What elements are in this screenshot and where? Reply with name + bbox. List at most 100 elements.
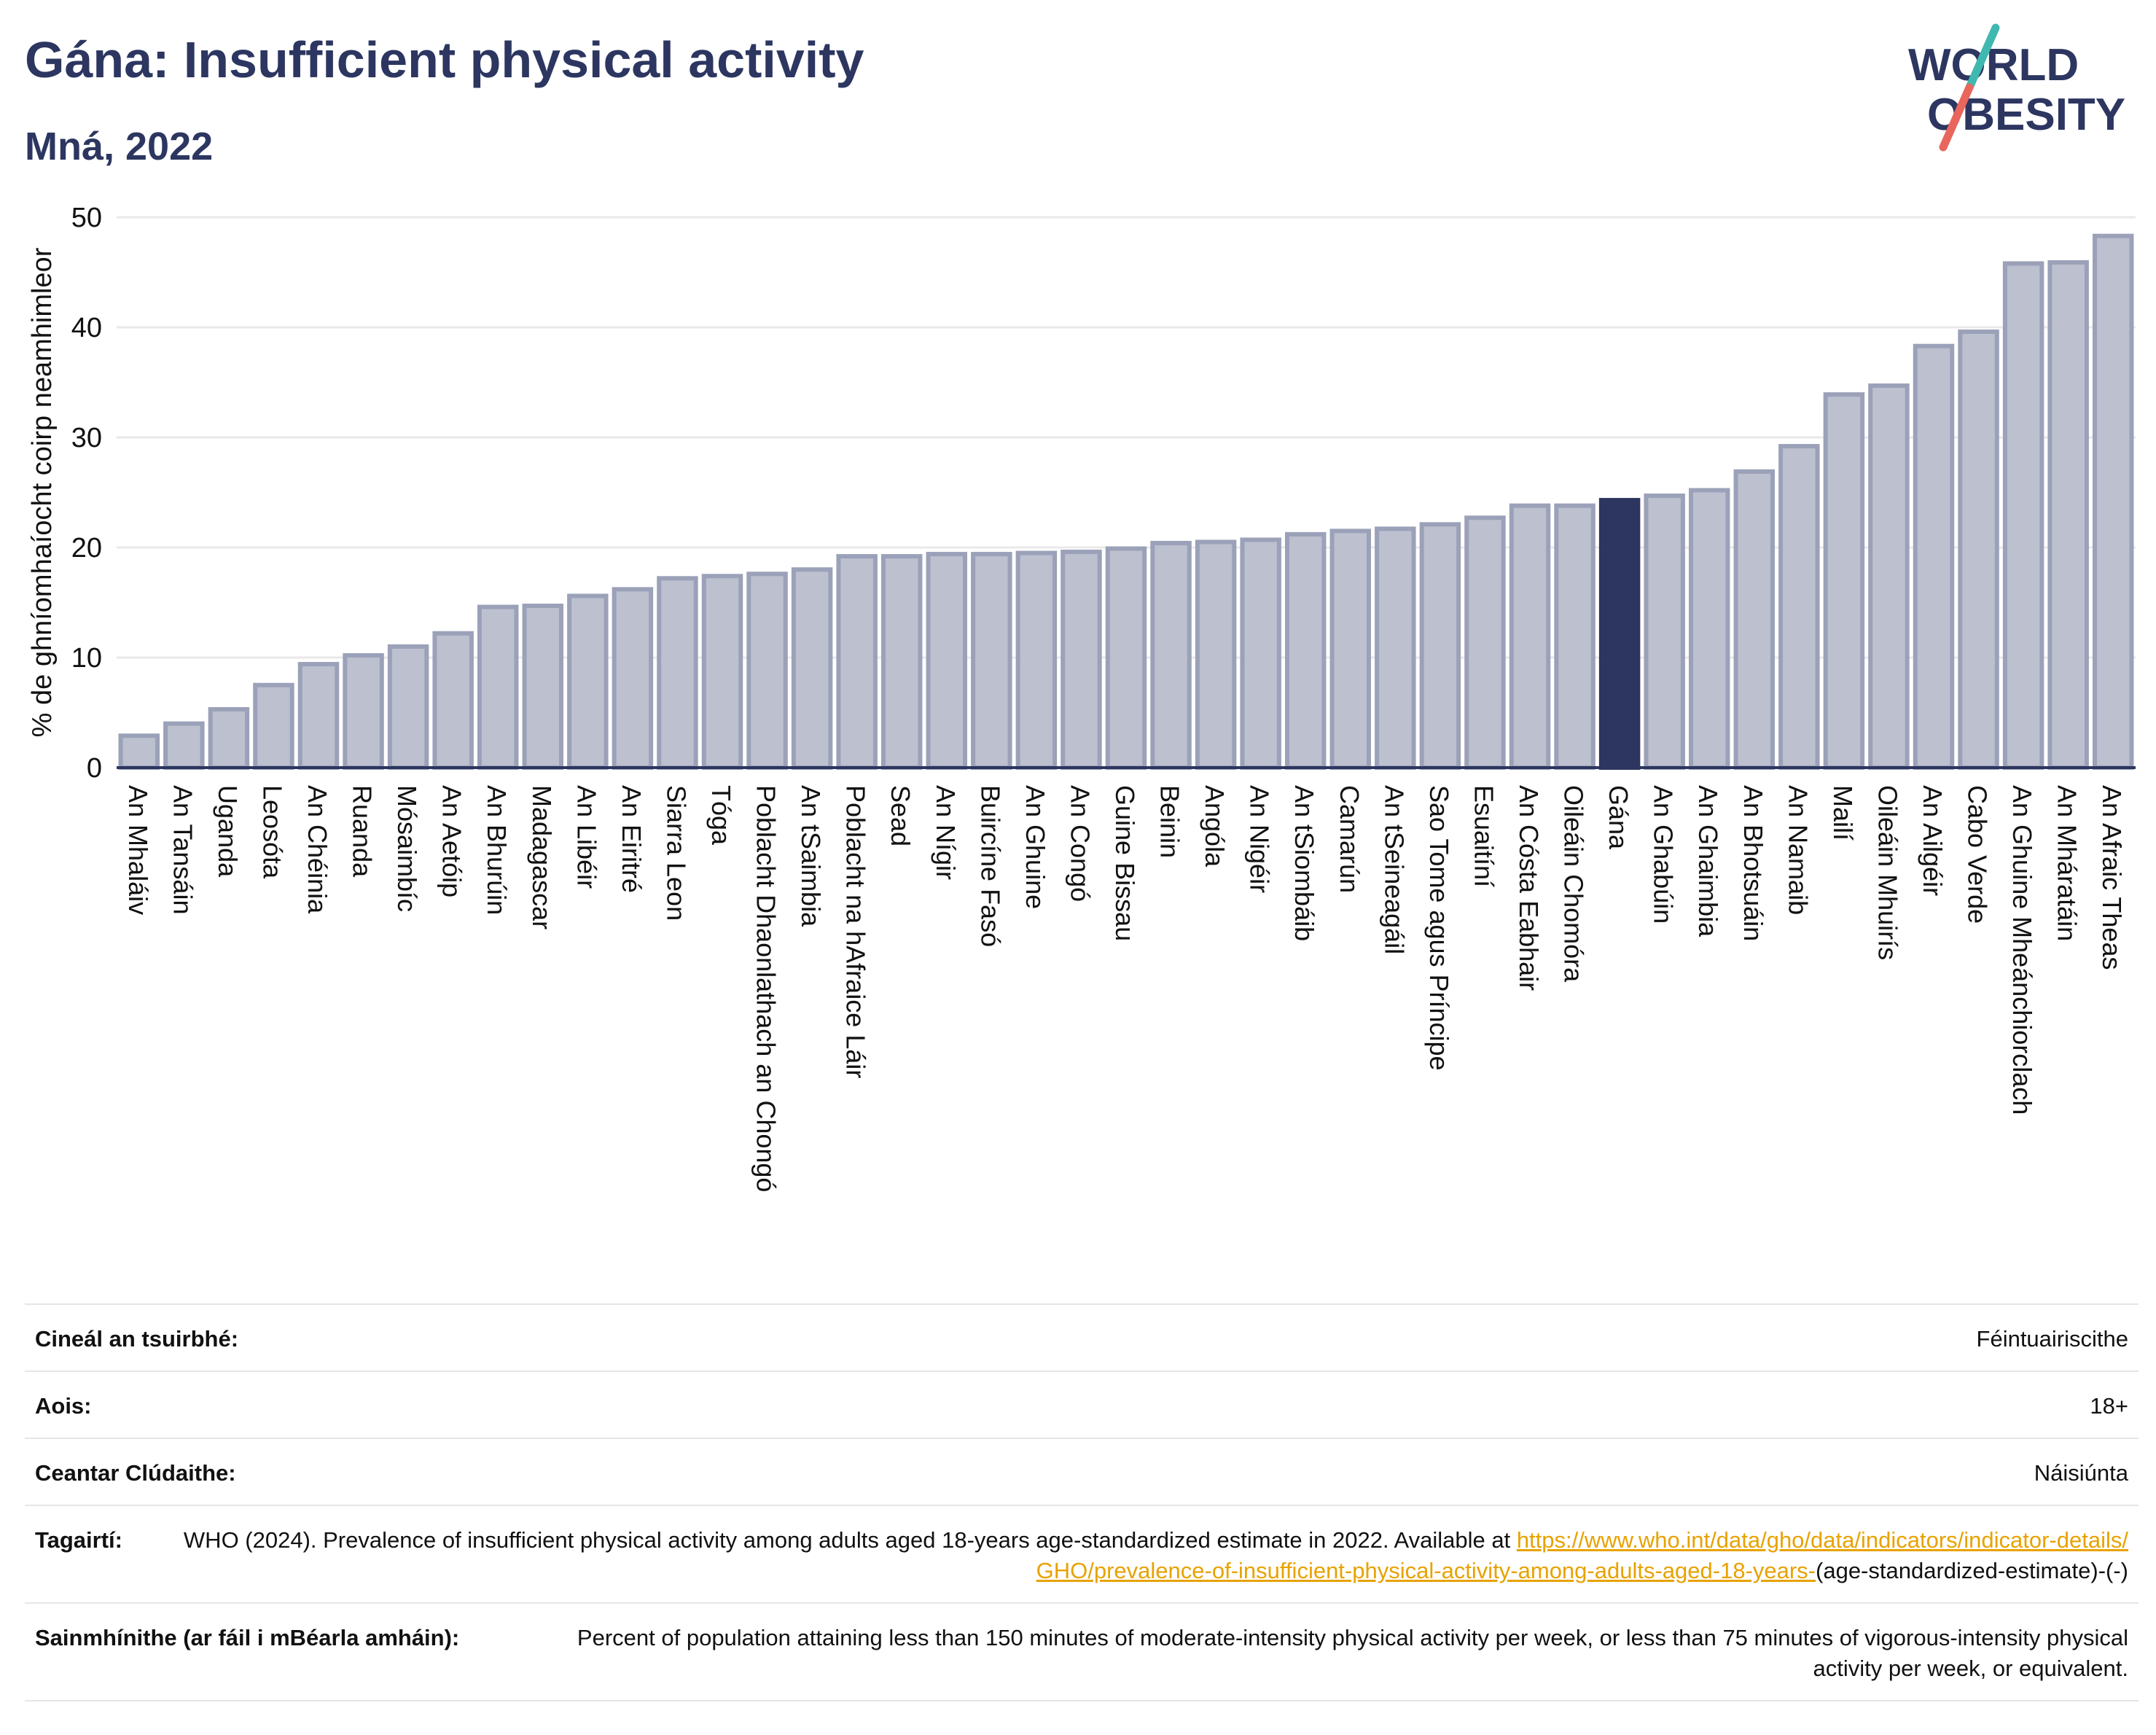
bar — [1554, 503, 1595, 770]
bar — [343, 652, 384, 770]
metadata-table: Cineál an tsuirbhé: Féintuairiscithe Aoi… — [25, 1303, 2139, 1701]
x-tick-label: Poblacht Dhaonlathach an Chongó — [751, 785, 781, 1192]
x-tick-label: Ruanda — [348, 785, 378, 878]
x-tick-label: An tSiombáib — [1289, 785, 1319, 941]
x-tick-label: An Bhotsuáin — [1738, 785, 1768, 941]
bar — [2047, 260, 2089, 771]
x-tick-label: Sead — [886, 785, 915, 846]
bar — [1598, 498, 1641, 770]
bar — [1061, 550, 1102, 770]
bar — [387, 644, 429, 771]
y-tick-label: 0 — [87, 753, 102, 784]
bar — [1329, 529, 1372, 770]
bar — [163, 721, 205, 770]
bar — [1150, 540, 1192, 771]
bar — [1823, 392, 1865, 770]
chart-subtitle: Mná, 2022 — [25, 125, 214, 168]
bar — [1778, 444, 1820, 771]
bar — [567, 593, 609, 770]
x-tick-label: An Nígir — [931, 785, 961, 880]
bar — [1015, 550, 1058, 770]
bar — [1644, 494, 1685, 771]
x-tick-label: An tSaimbia — [796, 785, 826, 927]
bar — [836, 554, 878, 771]
x-tick-label: Gána — [1604, 785, 1633, 850]
x-tick-label: An Ailgéir — [1918, 785, 1948, 896]
bar — [612, 587, 654, 770]
meta-value: Náisiúnta — [2034, 1460, 2128, 1486]
x-tick-label: Mailí — [1828, 785, 1858, 841]
x-tick-label: Madagascar — [527, 785, 557, 929]
bar — [2092, 233, 2134, 771]
bar — [1240, 537, 1281, 770]
x-tick-label: An Mháratáin — [2053, 785, 2082, 941]
meta-label: Ceantar Clúdaithe: — [35, 1460, 236, 1486]
reference-suffix: (age-standardized-estimate)-(-) — [1816, 1558, 2128, 1583]
y-tick-label: 10 — [71, 643, 102, 674]
x-tick-label: An tSeineagáil — [1379, 785, 1409, 954]
x-tick-label: Guine Bissau — [1110, 785, 1140, 941]
x-tick-label: An Namaib — [1783, 785, 1813, 915]
x-tick-label: An Eiritré — [617, 785, 647, 893]
bar — [1419, 522, 1461, 770]
bar — [1913, 343, 1955, 771]
y-tick-label: 50 — [71, 203, 102, 233]
bar — [477, 604, 519, 770]
x-axis-labels: An Mhaláiv An Tansáin Uganda Leosóta An Chéi… — [123, 785, 2127, 1192]
bar — [297, 662, 340, 770]
bar — [522, 604, 564, 771]
bar — [926, 552, 968, 770]
x-tick-label: An Ghaimbia — [1693, 785, 1723, 937]
x-tick-label: An Congó — [1065, 785, 1095, 902]
reference-text: WHO (2024). Prevalence of insufficient p… — [183, 1527, 1511, 1553]
meta-row-coverage: Ceantar Clúdaithe: Náisiúnta — [25, 1439, 2139, 1506]
world-obesity-logo: WORLD OBESITY — [1908, 23, 2125, 152]
x-tick-label: Mósaimbíc — [392, 785, 422, 912]
chart-title: Gána: Insufficient physical activity — [25, 31, 864, 88]
meta-row-references: Tagairtí: WHO (2024). Prevalence of insu… — [25, 1506, 2139, 1604]
bar — [1868, 383, 1910, 770]
bar — [1195, 539, 1237, 770]
y-tick-label: 20 — [71, 533, 102, 564]
x-tick-label: Poblacht na hAfraice Láir — [841, 785, 871, 1078]
meta-label: Tagairtí: — [35, 1527, 122, 1553]
logo-slash-bottom — [1939, 83, 1974, 152]
x-tick-label: Leosóta — [257, 785, 287, 879]
meta-value: 18+ — [2090, 1393, 2128, 1419]
bar — [118, 733, 160, 771]
x-tick-label: An Tansáin — [168, 785, 198, 914]
bar — [701, 574, 743, 770]
x-tick-label: Siarra Leon — [661, 785, 691, 921]
bar — [1105, 546, 1147, 770]
meta-value: Féintuairiscithe — [1976, 1326, 2128, 1352]
bar — [746, 572, 788, 770]
bar — [432, 631, 474, 771]
bar — [1464, 515, 1506, 770]
bar — [1958, 330, 1999, 771]
bar — [1733, 469, 1776, 770]
bar — [657, 576, 698, 771]
meta-label: Sainmhínithe (ar fáil i mBéarla amháin): — [35, 1625, 460, 1650]
x-tick-label: Tóga — [706, 785, 736, 846]
x-tick-label: An Chéinia — [302, 785, 332, 914]
bar — [971, 552, 1012, 770]
x-tick-label: An Mhaláiv — [123, 785, 153, 915]
x-tick-label: Camarún — [1335, 785, 1364, 893]
x-tick-label: Sao Tome agus Príncipe — [1424, 785, 1454, 1071]
y-tick-label: 30 — [71, 423, 102, 453]
bar — [880, 554, 923, 771]
reference-link[interactable]: https://www.who.int/data/gho/data/indica… — [1036, 1527, 2128, 1583]
bar — [791, 567, 833, 770]
x-tick-label: Angóla — [1200, 785, 1230, 868]
meta-row-survey: Cineál an tsuirbhé: Féintuairiscithe — [25, 1305, 2139, 1372]
y-axis-label: % de ghníomhaíocht coirp neamhimleor — [27, 247, 58, 737]
meta-row-definition: Sainmhínithe (ar fáil i mBéarla amháin):… — [25, 1604, 2139, 1701]
x-tick-label: An Libéir — [571, 785, 601, 889]
x-tick-label: An Ghuine Mheánchiorclach — [2007, 785, 2037, 1115]
x-tick-label: Oileáin Mhuirís — [1872, 785, 1902, 960]
logo-slash-top — [1965, 23, 2000, 92]
bar — [1509, 503, 1551, 770]
x-tick-label: Oileáin Chomóra — [1559, 785, 1589, 983]
x-tick-label: An Aetóip — [437, 785, 467, 897]
x-tick-label: An Ghabúin — [1649, 785, 1679, 924]
